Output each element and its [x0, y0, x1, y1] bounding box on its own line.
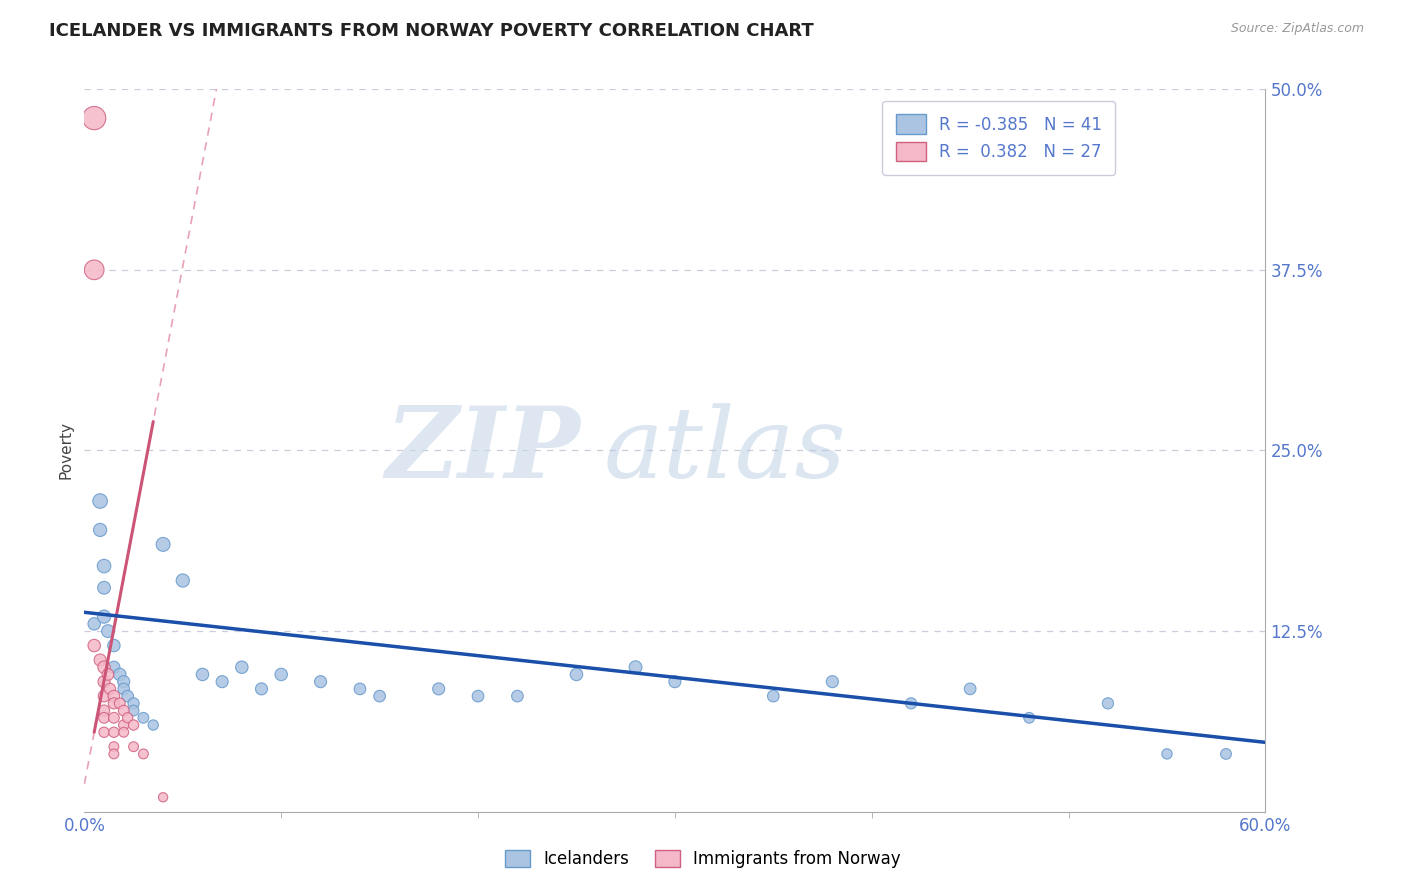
Point	[112, 674, 135, 689]
Point	[132, 711, 155, 725]
Point	[89, 523, 111, 537]
Point	[117, 689, 139, 703]
Point	[664, 674, 686, 689]
Point	[624, 660, 647, 674]
Point	[270, 667, 292, 681]
Point	[97, 624, 120, 639]
Point	[122, 718, 145, 732]
Point	[427, 681, 450, 696]
Point	[103, 747, 125, 761]
Point	[152, 790, 174, 805]
Point	[172, 574, 194, 588]
Point	[108, 667, 131, 681]
Legend: Icelanders, Immigrants from Norway: Icelanders, Immigrants from Norway	[499, 843, 907, 875]
Point	[103, 725, 125, 739]
Text: ICELANDER VS IMMIGRANTS FROM NORWAY POVERTY CORRELATION CHART: ICELANDER VS IMMIGRANTS FROM NORWAY POVE…	[49, 22, 814, 40]
Point	[103, 660, 125, 674]
Point	[89, 653, 111, 667]
Point	[506, 689, 529, 703]
Point	[122, 696, 145, 710]
Point	[900, 696, 922, 710]
Point	[93, 609, 115, 624]
Point	[152, 537, 174, 551]
Point	[191, 667, 214, 681]
Point	[93, 660, 115, 674]
Point	[89, 494, 111, 508]
Point	[309, 674, 332, 689]
Text: ZIP: ZIP	[385, 402, 581, 499]
Point	[122, 704, 145, 718]
Point	[93, 581, 115, 595]
Point	[93, 711, 115, 725]
Point	[93, 559, 115, 574]
Point	[97, 667, 120, 681]
Text: Source: ZipAtlas.com: Source: ZipAtlas.com	[1230, 22, 1364, 36]
Point	[821, 674, 844, 689]
Point	[98, 681, 121, 696]
Point	[103, 711, 125, 725]
Point	[1156, 747, 1178, 761]
Point	[83, 262, 105, 277]
Point	[112, 704, 135, 718]
Point	[103, 696, 125, 710]
Point	[93, 674, 115, 689]
Point	[93, 689, 115, 703]
Point	[83, 111, 105, 125]
Point	[1215, 747, 1237, 761]
Point	[250, 681, 273, 696]
Point	[762, 689, 785, 703]
Point	[368, 689, 391, 703]
Point	[1018, 711, 1040, 725]
Point	[467, 689, 489, 703]
Point	[132, 747, 155, 761]
Point	[1097, 696, 1119, 710]
Point	[142, 718, 165, 732]
Legend: R = -0.385   N = 41, R =  0.382   N = 27: R = -0.385 N = 41, R = 0.382 N = 27	[883, 101, 1115, 175]
Point	[108, 696, 131, 710]
Point	[112, 718, 135, 732]
Point	[117, 711, 139, 725]
Point	[83, 616, 105, 631]
Point	[349, 681, 371, 696]
Point	[112, 725, 135, 739]
Point	[112, 681, 135, 696]
Point	[565, 667, 588, 681]
Point	[103, 739, 125, 754]
Point	[83, 639, 105, 653]
Text: atlas: atlas	[605, 403, 846, 498]
Point	[93, 704, 115, 718]
Point	[103, 689, 125, 703]
Point	[959, 681, 981, 696]
Point	[103, 639, 125, 653]
Point	[93, 725, 115, 739]
Point	[231, 660, 253, 674]
Point	[122, 739, 145, 754]
Point	[211, 674, 233, 689]
Y-axis label: Poverty: Poverty	[58, 421, 73, 480]
